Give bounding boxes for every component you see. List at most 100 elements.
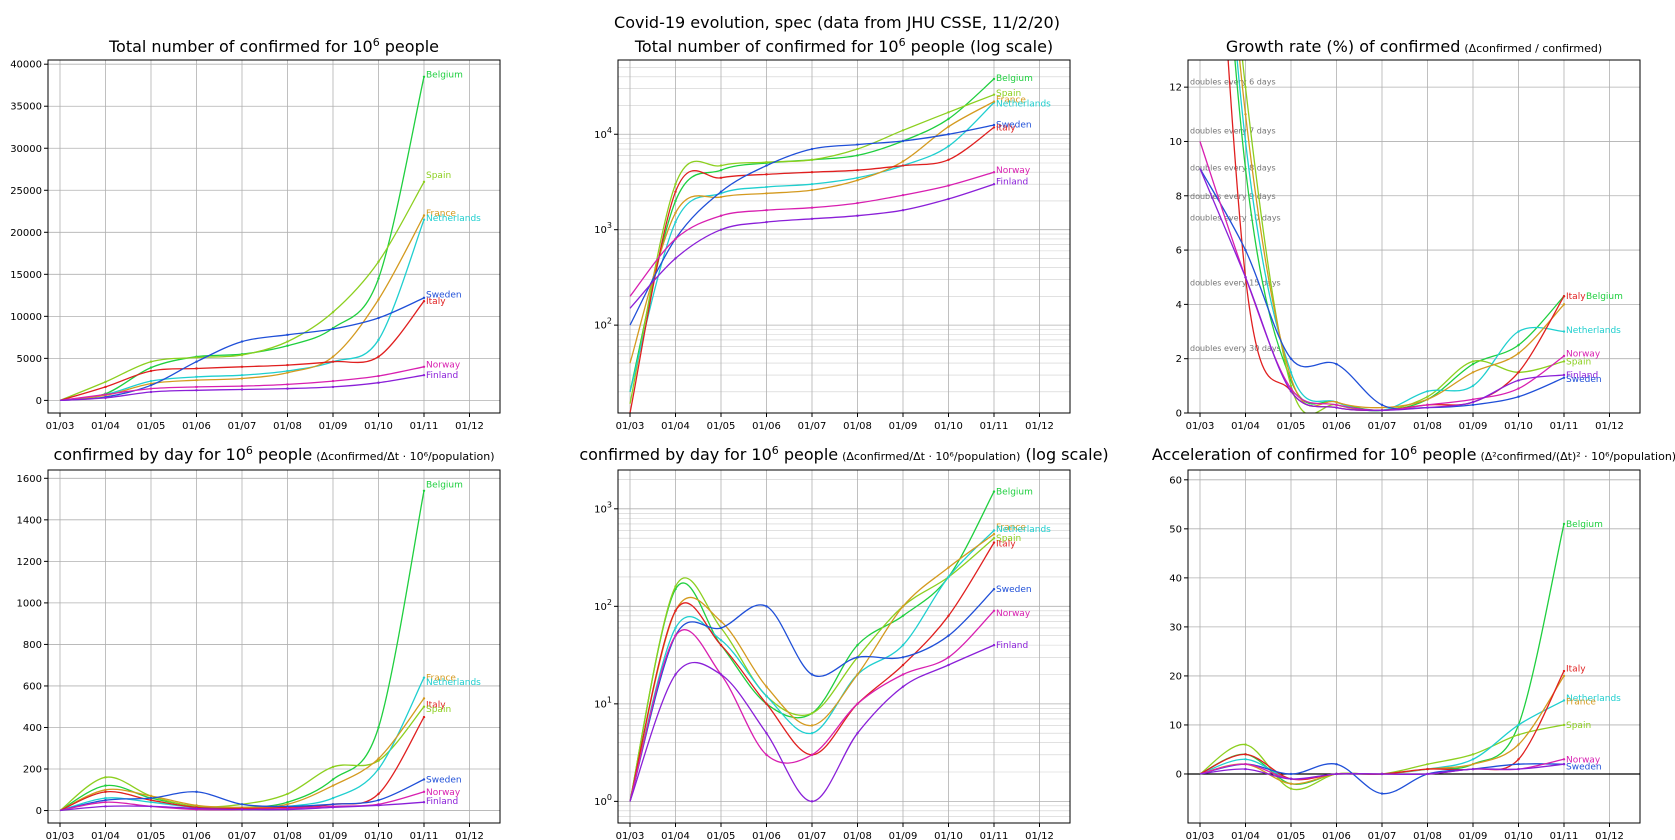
y-tick-label: 1000 bbox=[17, 598, 42, 609]
chart-title-5: Acceleration of confirmed for 106 people… bbox=[1152, 444, 1675, 464]
data-point bbox=[719, 169, 723, 172]
plot-frame bbox=[47, 469, 501, 824]
doubling-annotation: doubles every 30 days bbox=[1190, 344, 1281, 353]
data-point bbox=[240, 384, 244, 388]
y-tick-label: 103 bbox=[594, 221, 612, 236]
data-point bbox=[104, 788, 107, 791]
data-point bbox=[1517, 723, 1520, 727]
data-point bbox=[149, 390, 153, 394]
data-point bbox=[104, 798, 107, 802]
data-point bbox=[1562, 360, 1566, 363]
y-tick-exp: 2 bbox=[607, 598, 612, 607]
doubling-annotation: doubles every 8 days bbox=[1190, 163, 1276, 172]
x-tick-label: 01/09 bbox=[889, 831, 918, 840]
data-point bbox=[240, 388, 244, 391]
series-label: Netherlands bbox=[426, 678, 481, 688]
chart-title-4: confirmed by day for 106 people (Δconfirm… bbox=[579, 444, 1108, 464]
x-tick-label: 01/11 bbox=[410, 831, 439, 840]
x-tick-label: 01/12 bbox=[1025, 421, 1054, 432]
series-label: Norway bbox=[426, 360, 461, 370]
x-tick-label: 01/10 bbox=[364, 831, 393, 840]
data-point bbox=[377, 374, 380, 378]
data-point bbox=[1471, 762, 1475, 766]
data-point bbox=[765, 753, 768, 757]
plots-area: 0500010000150002000025000300003500040000… bbox=[10, 36, 1675, 840]
data-point bbox=[1289, 777, 1293, 781]
y-tick-base: 10 bbox=[594, 504, 607, 515]
y-tick-label: 0 bbox=[36, 806, 42, 817]
data-point bbox=[149, 794, 153, 798]
data-point bbox=[1289, 772, 1293, 776]
data-point bbox=[1380, 409, 1384, 412]
data-point bbox=[1517, 762, 1520, 766]
data-point bbox=[331, 379, 335, 383]
data-point bbox=[422, 676, 426, 679]
chart-title-3: confirmed by day for 106 people (Δconfirm… bbox=[53, 444, 494, 464]
x-tick-label: 01/11 bbox=[980, 831, 1009, 840]
data-point bbox=[1517, 743, 1520, 746]
series-label: Spain bbox=[996, 534, 1021, 544]
data-point bbox=[422, 300, 426, 303]
data-point bbox=[1426, 772, 1429, 776]
series-label: Sweden bbox=[996, 585, 1032, 595]
series-label: Italy bbox=[426, 701, 446, 711]
series-group bbox=[1199, 522, 1566, 795]
data-point bbox=[1426, 390, 1429, 393]
data-point bbox=[765, 209, 768, 212]
series-line-italy bbox=[629, 126, 995, 413]
data-point bbox=[810, 171, 814, 174]
data-point bbox=[104, 790, 107, 794]
data-point bbox=[947, 158, 950, 161]
series-label: Sweden bbox=[426, 290, 462, 300]
y-tick-label: 102 bbox=[594, 598, 612, 613]
data-point bbox=[765, 185, 768, 189]
x-tick-label: 01/04 bbox=[1231, 421, 1260, 432]
chart-title-suffix: (log scale) bbox=[1020, 445, 1108, 464]
data-point bbox=[331, 360, 335, 363]
data-point bbox=[1517, 352, 1520, 355]
data-point bbox=[195, 379, 198, 382]
y-tick-base: 10 bbox=[594, 797, 607, 808]
data-point bbox=[992, 182, 996, 186]
series-line-netherlands bbox=[629, 102, 995, 392]
data-point bbox=[856, 702, 859, 706]
data-point bbox=[1289, 390, 1293, 393]
data-point bbox=[422, 214, 426, 217]
data-point bbox=[149, 796, 153, 800]
doubling-annotation: doubles every 6 days bbox=[1190, 78, 1276, 87]
data-point bbox=[856, 656, 859, 659]
y-tick-label: 200 bbox=[23, 765, 42, 776]
data-point bbox=[1471, 767, 1475, 771]
data-point bbox=[674, 182, 677, 186]
data-point bbox=[1244, 758, 1247, 761]
data-point bbox=[992, 77, 996, 81]
y-tick-base: 10 bbox=[594, 130, 607, 141]
data-point bbox=[992, 541, 996, 544]
data-point bbox=[1471, 758, 1475, 761]
data-point bbox=[377, 338, 380, 342]
x-tick-label: 01/03 bbox=[46, 421, 75, 432]
data-point bbox=[947, 197, 950, 201]
data-point bbox=[377, 804, 380, 807]
data-point bbox=[947, 184, 950, 187]
data-point bbox=[992, 643, 996, 647]
series-label: Italy bbox=[996, 540, 1016, 550]
data-point bbox=[1562, 354, 1566, 358]
chart-title-frac: (Δconfirmed/Δt · 10⁶/population) bbox=[842, 450, 1020, 463]
data-point bbox=[422, 180, 426, 184]
data-point bbox=[901, 164, 905, 167]
data-point bbox=[947, 614, 950, 617]
data-point bbox=[901, 209, 905, 212]
data-point bbox=[1289, 371, 1293, 374]
series-label: Norway bbox=[996, 609, 1031, 619]
data-point bbox=[104, 380, 107, 384]
data-point bbox=[1244, 113, 1247, 116]
data-point bbox=[1289, 787, 1293, 790]
data-point bbox=[286, 371, 289, 374]
data-point bbox=[901, 160, 905, 163]
x-tick-label: 01/10 bbox=[1504, 421, 1533, 432]
y-tick-label: 4 bbox=[1176, 300, 1182, 311]
x-tick-label: 01/04 bbox=[1231, 831, 1260, 840]
data-point bbox=[947, 117, 950, 121]
y-tick-label: 10000 bbox=[10, 312, 42, 323]
